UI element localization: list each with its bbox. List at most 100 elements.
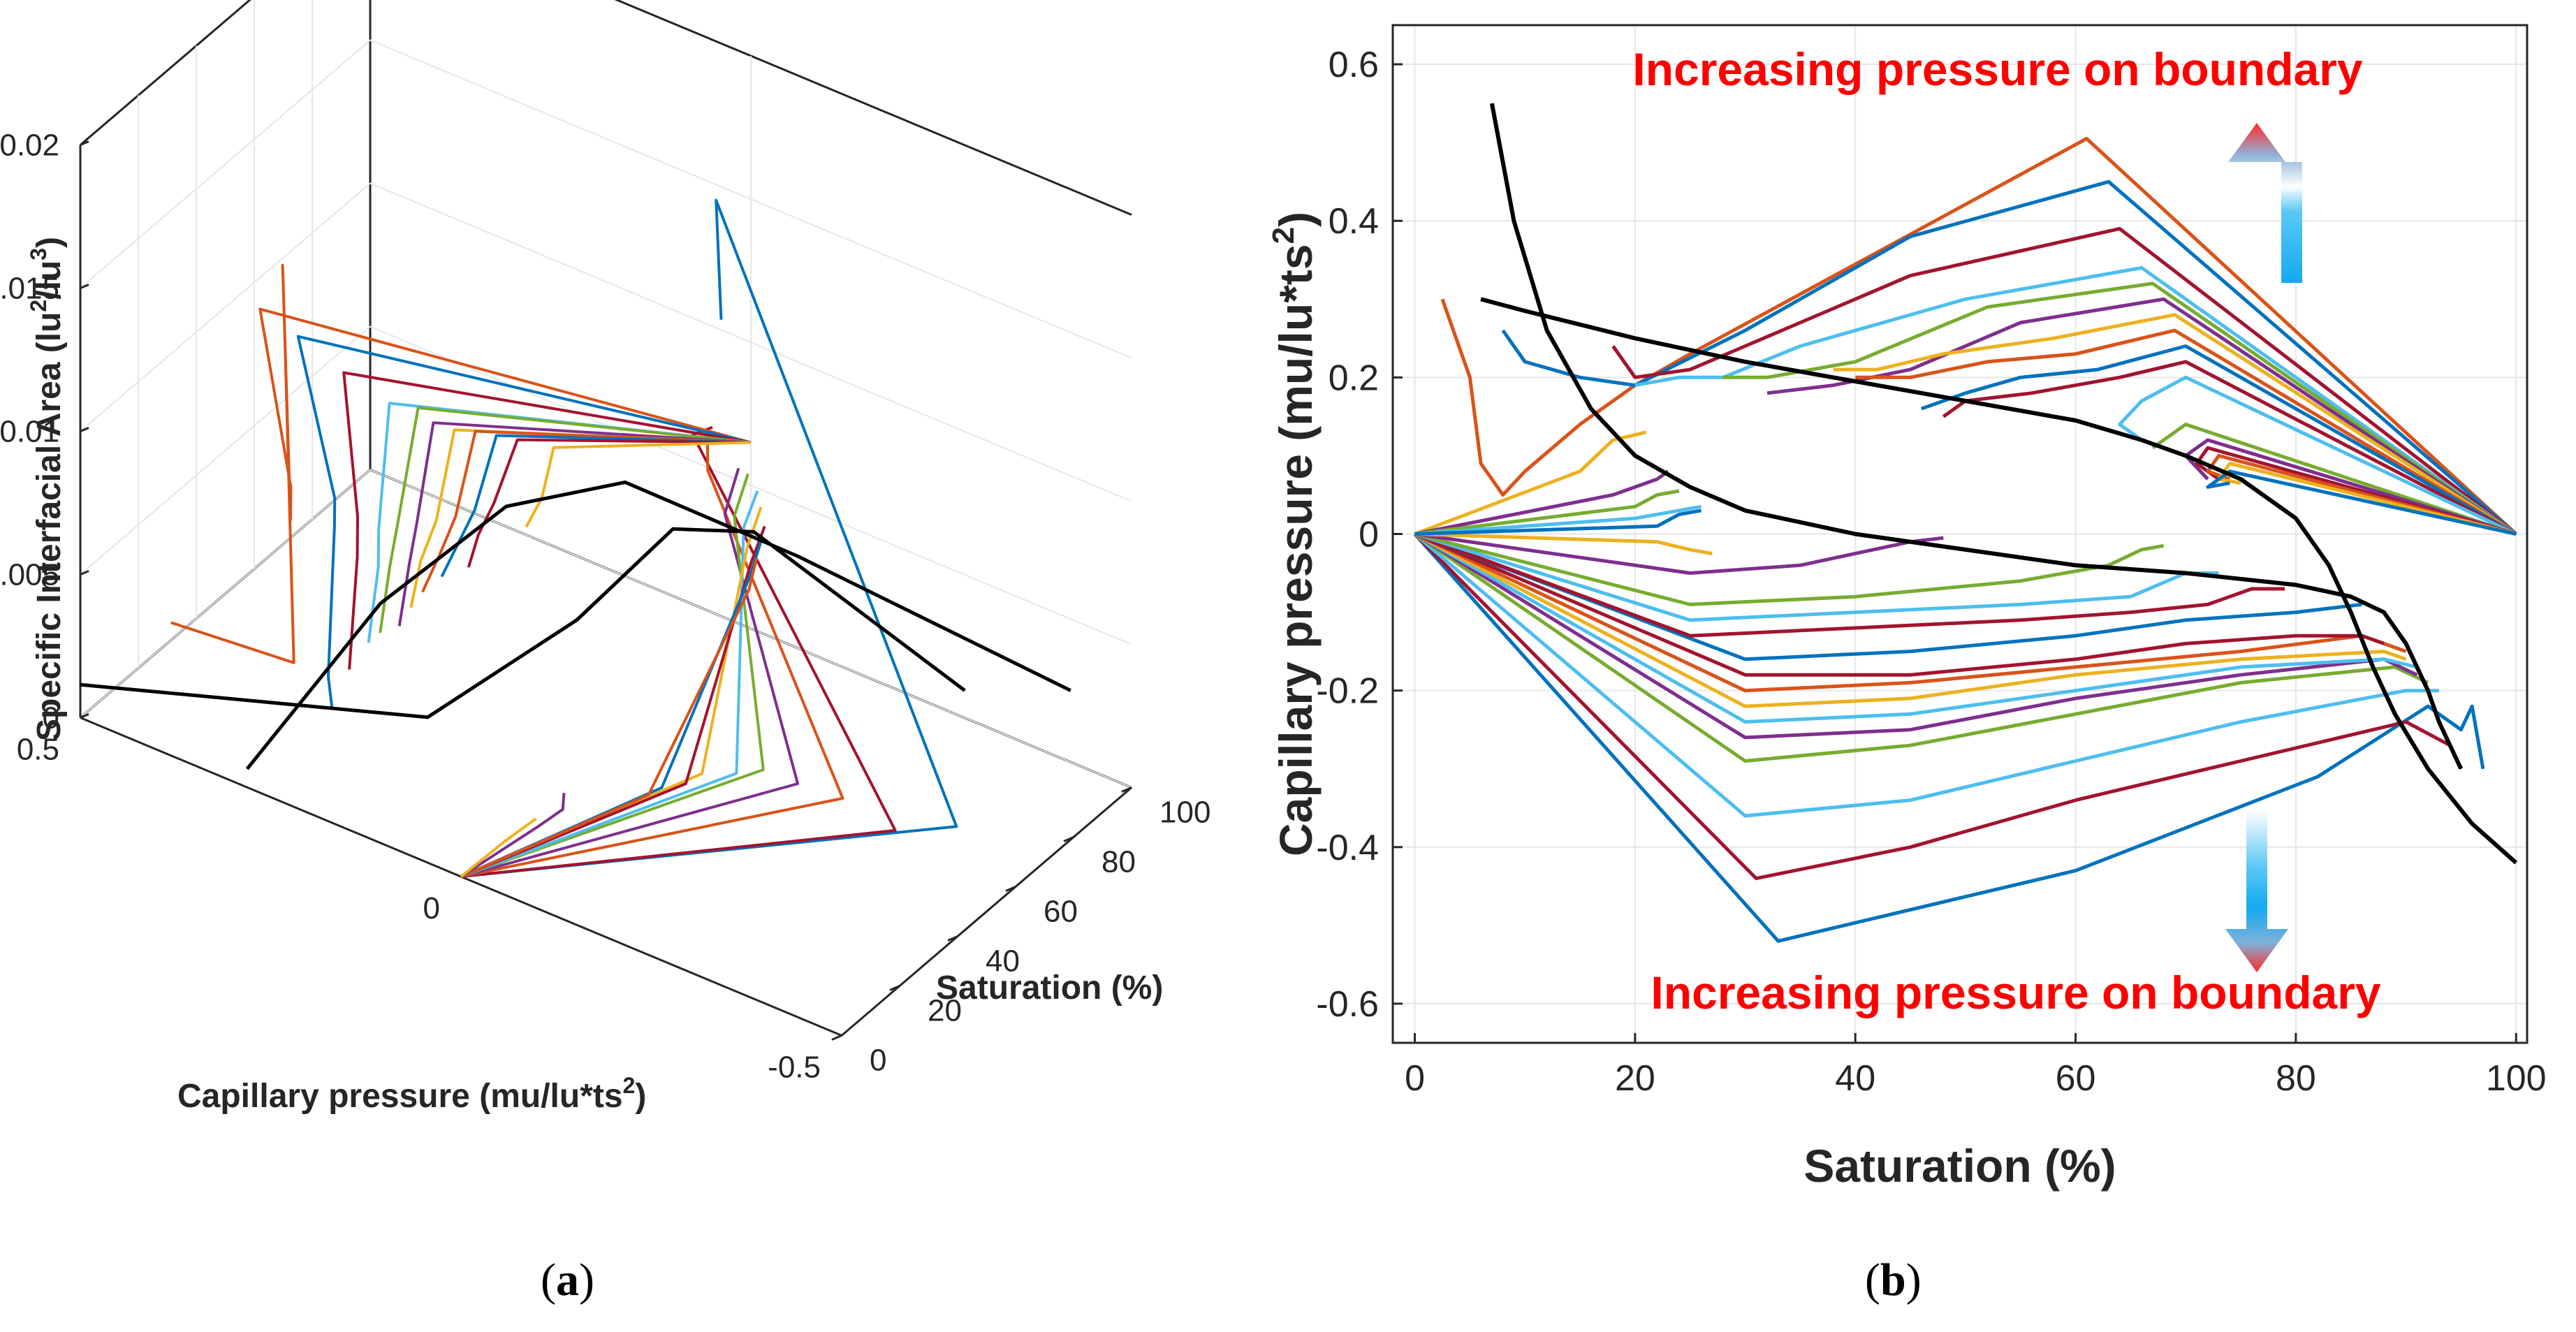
drainage-series-line bbox=[1414, 532, 1944, 575]
z-tick-label: 0.01 bbox=[0, 415, 59, 449]
x-tick-mark bbox=[1121, 786, 1132, 793]
arrow-down-icon bbox=[2225, 810, 2288, 972]
imbibition-series-line bbox=[2206, 453, 2517, 536]
drainage-series-line bbox=[460, 490, 759, 878]
y-tick-label: 0 bbox=[423, 891, 440, 925]
z-axis-label: Specific Interfacial Area (lu2/lu3) bbox=[26, 237, 68, 741]
imbibition-series-line bbox=[379, 406, 752, 634]
x-tick-mark bbox=[947, 935, 958, 942]
z-tick-mark bbox=[80, 427, 89, 432]
reference-curve-line bbox=[1489, 103, 2464, 770]
imbibition-series-line bbox=[2118, 375, 2517, 536]
drainage-series-line bbox=[1414, 532, 2385, 677]
drainage-series-line bbox=[460, 817, 537, 878]
x-axis-label: Saturation (%) bbox=[936, 969, 1163, 1007]
drainage-series-line bbox=[1413, 532, 2451, 881]
x-tick-label: 100 bbox=[2486, 1058, 2547, 1099]
drainage-series-line bbox=[1414, 489, 1680, 536]
reference-curve-line bbox=[245, 480, 1071, 770]
drainage-series-line bbox=[460, 473, 765, 878]
drainage-series-line bbox=[460, 437, 844, 878]
reference-curve-line bbox=[79, 527, 966, 719]
annotation-bottom-text: Increasing pressure on boundary bbox=[1651, 967, 2381, 1018]
z-axis-label-main: Specific Interfacial Area (lu bbox=[31, 312, 68, 741]
imbibition-series-line bbox=[1855, 328, 2517, 536]
x-tick-mark bbox=[831, 1034, 842, 1041]
y-tick-label: 0.6 bbox=[1329, 45, 1379, 85]
drainage-series-line bbox=[1414, 532, 2362, 661]
x-tick-label: 20 bbox=[928, 994, 962, 1028]
x-tick-label: 0 bbox=[1405, 1058, 1425, 1099]
z-axis-label-sup: 2 bbox=[26, 300, 51, 312]
z-axis-label-end: ) bbox=[31, 237, 68, 248]
panel-b-label: (b) bbox=[1865, 1254, 1922, 1305]
y-axis-label: Capillary pressure (mu/lu*ts2) bbox=[177, 1073, 646, 1115]
z-axis-label-sup: 3 bbox=[26, 248, 51, 261]
imbibition-series-line bbox=[1611, 226, 2517, 536]
drainage-series-line bbox=[460, 467, 800, 878]
panel-a-label: (a) bbox=[541, 1254, 594, 1305]
z-gridline bbox=[80, 325, 1132, 645]
imbibition-series-line bbox=[1766, 297, 2517, 536]
imbibition-series-line bbox=[1920, 344, 2517, 536]
drainage-series-line bbox=[1414, 532, 2165, 606]
z-tick-label: 0.015 bbox=[0, 272, 59, 306]
drainage-series-line bbox=[460, 557, 759, 878]
drainage-series-line bbox=[1414, 504, 1702, 536]
imbibition-series-line bbox=[1501, 180, 2517, 536]
x-tick-label: 40 bbox=[1835, 1058, 1875, 1099]
y-tick-label: -0.4 bbox=[1316, 828, 1379, 868]
x-tick-mark bbox=[1005, 886, 1016, 892]
z-axis-label-mid: /lu bbox=[31, 261, 68, 300]
y-tick-label: 0.5 bbox=[17, 733, 59, 767]
annotation-top-text: Increasing pressure on boundary bbox=[1632, 43, 2363, 95]
x-tick-label: 0 bbox=[870, 1044, 886, 1078]
imbibition-series-line bbox=[1634, 265, 2517, 536]
x-tick-mark bbox=[1063, 836, 1074, 842]
y-tick-label: 0.4 bbox=[1329, 201, 1379, 242]
panel-a-letter: a bbox=[555, 1254, 579, 1305]
z-tick-label: 0.02 bbox=[0, 129, 59, 163]
imbibition-series-line bbox=[2151, 423, 2517, 536]
drainage-series-line bbox=[1414, 532, 2285, 638]
panel-a-3d-chart: 00.0050.010.0150.020.50-0.5020406080100S… bbox=[0, 0, 1257, 1332]
imbibition-series-line bbox=[467, 438, 752, 568]
x-tick-label: 80 bbox=[1102, 845, 1136, 879]
x-tick-label: 60 bbox=[2056, 1058, 2096, 1099]
z-gridline bbox=[80, 469, 1132, 789]
chart-a-svg: 00.0050.010.0150.020.50-0.5020406080100S… bbox=[0, 0, 1210, 1115]
imbibition-series-line bbox=[2183, 438, 2517, 536]
drainage-series-line bbox=[460, 793, 566, 878]
imbibition-series-line bbox=[2206, 469, 2517, 536]
x-tick-mark bbox=[889, 985, 900, 991]
drainage-series-line bbox=[1414, 532, 1713, 555]
panel-b-2d-chart: 0 20 40 60 80 100 -0.6 -0.4 -0.2 0 0.2 0.4 0.6 Satura… bbox=[1257, 0, 2576, 1332]
drainage-series-line bbox=[460, 525, 766, 878]
x-tick-label: 20 bbox=[1615, 1058, 1655, 1099]
y-tick-label: -0.2 bbox=[1316, 671, 1379, 712]
imbibition-series-line bbox=[342, 371, 752, 670]
axis-edge bbox=[841, 786, 1132, 1037]
reference-curve-line bbox=[1480, 297, 2518, 865]
imbibition-series-line bbox=[1440, 137, 2517, 536]
imbibition-series-line bbox=[296, 335, 752, 708]
z-tick-mark bbox=[80, 284, 89, 289]
y-tick-label: 0 bbox=[1359, 515, 1379, 555]
chart-b-svg: 0 20 40 60 80 100 -0.6 -0.4 -0.2 0 0.2 0.4 0.6 Satura… bbox=[1266, 24, 2547, 1192]
imbibition-series-line bbox=[409, 428, 752, 608]
y-tick-label: -0.6 bbox=[1316, 984, 1379, 1025]
y-tick-label: -0.5 bbox=[768, 1051, 821, 1085]
x-tick-label: 80 bbox=[2276, 1058, 2316, 1099]
axis-edge bbox=[80, 0, 251, 146]
imbibition-series-line bbox=[421, 430, 752, 593]
y-axis-label-end: ) bbox=[1270, 212, 1322, 227]
y-tick-label: 0.2 bbox=[1329, 358, 1379, 398]
y-axis-label-sup: 2 bbox=[623, 1073, 636, 1098]
imbibition-series-line bbox=[525, 441, 752, 528]
z-gridline bbox=[80, 39, 1132, 359]
arrow-up-icon bbox=[2228, 123, 2302, 283]
drainage-series-line bbox=[1414, 469, 1669, 536]
y-axis-label-main: Capillary pressure (mu/lu*ts bbox=[177, 1078, 623, 1115]
panel-b-letter: b bbox=[1880, 1254, 1906, 1305]
x-tick-label: 40 bbox=[986, 944, 1020, 979]
